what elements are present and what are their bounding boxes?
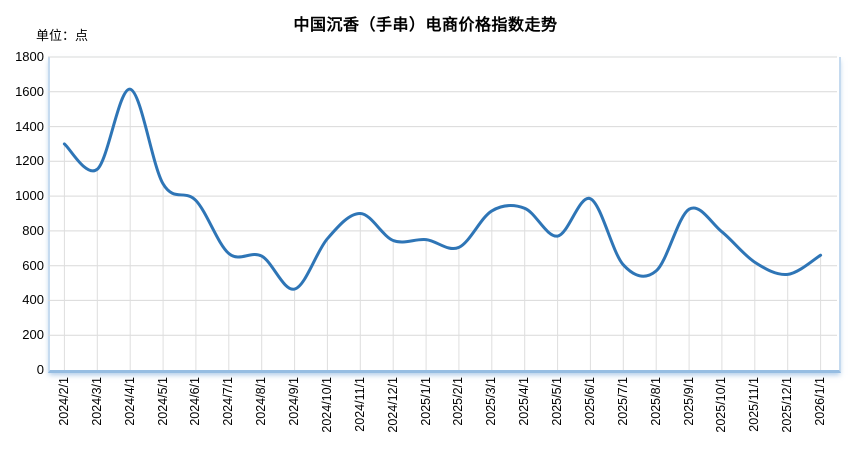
y-axis-label: 400 (22, 292, 44, 308)
x-axis-label: 2025/12/1 (780, 377, 795, 433)
x-axis-label: 2024/9/1 (287, 377, 302, 426)
x-axis-label: 2024/8/1 (254, 377, 269, 426)
x-axis-label: 2025/1/1 (418, 377, 433, 426)
x-axis-label: 2025/5/1 (550, 377, 565, 426)
y-axis-label: 1200 (15, 153, 44, 169)
y-axis-label: 1400 (15, 118, 44, 134)
x-axis-label: 2024/12/1 (385, 377, 400, 433)
x-axis-label: 2024/11/1 (352, 377, 367, 432)
y-axis-label: 0 (36, 362, 44, 377)
y-axis-label: 1600 (15, 83, 44, 99)
x-axis-label: 2024/4/1 (122, 377, 137, 426)
x-axis-label: 2025/10/1 (714, 377, 729, 433)
plot-area (48, 57, 841, 373)
chart-title: 中国沉香（手串）电商价格指数走势 (293, 17, 558, 34)
x-axis-label: 2025/3/1 (484, 377, 499, 426)
x-axis-label: 2024/5/1 (155, 377, 170, 426)
x-axis-label: 2025/4/1 (517, 377, 532, 426)
y-axis-label: 1800 (15, 49, 44, 64)
y-axis-label: 600 (22, 257, 44, 273)
y-axis-label: 1000 (15, 188, 44, 204)
x-axis-label: 2025/9/1 (681, 377, 696, 426)
x-axis-label: 2025/8/1 (648, 377, 663, 426)
x-axis-label: 2025/2/1 (451, 377, 466, 426)
y-axis-label: 800 (22, 222, 44, 238)
x-axis-label: 2024/6/1 (188, 377, 203, 426)
x-axis-label: 2024/3/1 (89, 377, 104, 426)
unit-label: 单位：点 (36, 28, 89, 43)
x-axis-label: 2024/10/1 (319, 377, 334, 433)
x-axis-label: 2026/1/1 (813, 377, 828, 426)
y-axis-label: 200 (22, 327, 44, 343)
x-axis-label: 2025/7/1 (615, 377, 630, 426)
x-axis-label: 2025/6/1 (582, 377, 597, 426)
x-axis-label: 2024/7/1 (221, 377, 236, 426)
x-axis-label: 2024/2/1 (56, 377, 71, 426)
x-axis-label: 2025/11/1 (747, 377, 762, 432)
